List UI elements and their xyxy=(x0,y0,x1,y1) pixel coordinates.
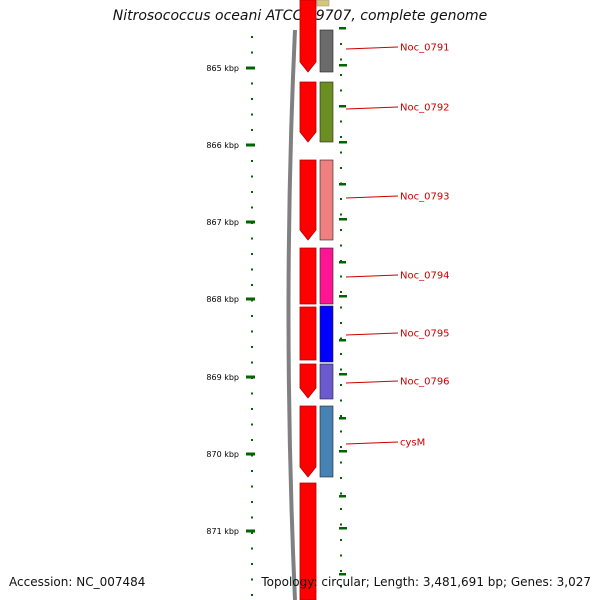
gene-leader-line xyxy=(345,106,399,110)
cds-feature[interactable] xyxy=(299,405,317,478)
cds-feature[interactable] xyxy=(299,0,317,73)
ruler-label: 865 kbp xyxy=(206,64,239,73)
ruler-tick xyxy=(246,375,255,379)
gene-leader-line xyxy=(345,332,399,336)
cds-feature[interactable] xyxy=(299,81,317,143)
ruler-labels: 865 kbp 866 kbp 867 kbp 868 kbp 869 kbp 870 k… xyxy=(206,64,239,536)
gene-leader-line xyxy=(345,46,399,50)
cds-feature[interactable] xyxy=(299,306,317,361)
gene-leader-line xyxy=(345,195,399,199)
gene-feature[interactable] xyxy=(319,405,334,478)
gene-feature[interactable] xyxy=(319,305,334,363)
gene-label: Noc_0795 xyxy=(400,329,450,340)
gene-leader-line xyxy=(345,380,399,384)
gene-feature[interactable] xyxy=(319,159,334,241)
gene-labels: Noc_0791 Noc_0792 Noc_0793 Noc_0794 Noc_0795… xyxy=(345,43,450,449)
cds-feature[interactable] xyxy=(299,247,317,305)
accession-text: Accession: NC_007484 xyxy=(9,575,146,589)
ruler-label: 866 kbp xyxy=(206,141,239,150)
gene-leader-line xyxy=(345,441,399,445)
ruler-ticks xyxy=(246,27,347,576)
ruler-label: 871 kbp xyxy=(206,527,239,536)
cds-feature[interactable] xyxy=(299,363,317,399)
gene-feature[interactable] xyxy=(319,81,334,143)
ruler-tick xyxy=(246,220,255,224)
ruler-dots xyxy=(251,36,342,596)
ruler-tick xyxy=(246,143,255,147)
cds-feature[interactable] xyxy=(299,482,317,600)
ruler-label: 870 kbp xyxy=(206,450,239,459)
gene-leader-line xyxy=(345,274,399,278)
cds-track xyxy=(299,0,317,600)
gene-label: Noc_0796 xyxy=(400,377,450,388)
ruler-tick xyxy=(246,452,255,456)
ruler-tick xyxy=(246,297,255,301)
ruler-tick xyxy=(246,66,255,70)
gene-label: Noc_0792 xyxy=(400,103,450,114)
genome-backbone xyxy=(286,29,297,600)
gene-label: Noc_0791 xyxy=(400,43,450,54)
gene-feature[interactable] xyxy=(319,363,334,400)
cds-feature[interactable] xyxy=(299,159,317,241)
ruler-tick xyxy=(246,529,255,533)
gene-feature[interactable] xyxy=(319,247,334,305)
ruler-label: 869 kbp xyxy=(206,373,239,382)
gene-label: cysM xyxy=(400,438,425,449)
ruler-label: 867 kbp xyxy=(206,218,239,227)
ruler-label: 868 kbp xyxy=(206,295,239,304)
topology-text: Topology: circular; Length: 3,481,691 bp… xyxy=(261,575,591,589)
gene-label: Noc_0793 xyxy=(400,192,450,203)
gene-label: Noc_0794 xyxy=(400,271,450,282)
gene-track xyxy=(316,0,334,478)
gene-feature[interactable] xyxy=(319,29,334,73)
